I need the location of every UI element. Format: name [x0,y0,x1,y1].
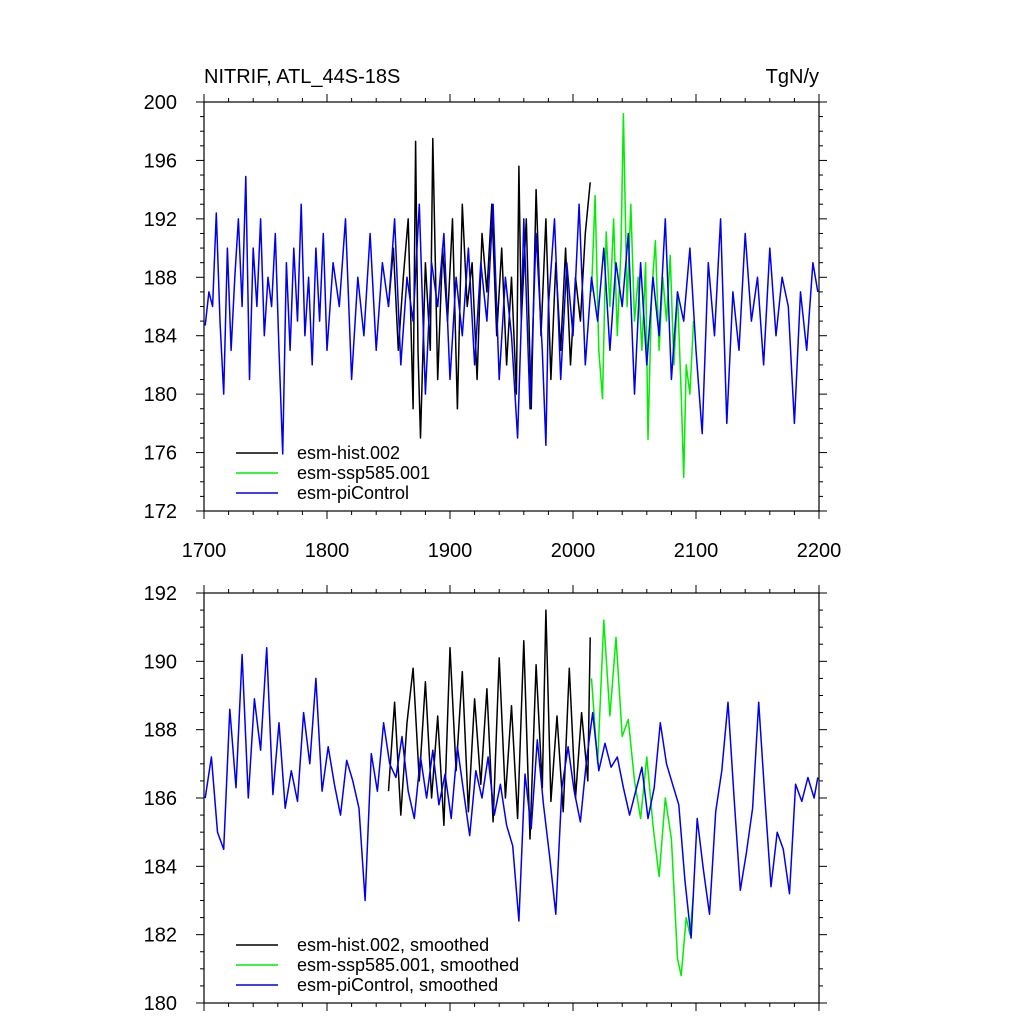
bottom-ytick-labels: 180 182 184 186 188 190 192 [144,583,177,1015]
y-tick-label: 192 [144,209,177,231]
legend-label: esm-piControl [297,483,409,503]
y-tick-label: 200 [144,92,177,114]
legend-label: esm-hist.002, smoothed [297,935,489,955]
top-xtick-labels: 1700 1800 1900 2000 2100 2200 [182,540,842,562]
y-tick-label: 190 [144,651,177,673]
y-tick-label: 180 [144,993,177,1015]
y-tick-label: 182 [144,925,177,947]
x-tick-label: 1800 [305,540,350,562]
y-tick-label: 188 [144,720,177,742]
y-tick-label: 184 [144,326,177,348]
y-tick-label: 186 [144,788,177,810]
x-tick-label: 2200 [797,540,842,562]
bottom-ticks-group [196,585,827,1011]
series-line-esm-picontrol-smoothed [204,646,819,939]
legend-label: esm-ssp585.001 [297,463,430,483]
x-tick-label: 2100 [674,540,719,562]
series-line-esm-picontrol [204,175,819,455]
y-tick-label: 172 [144,501,177,523]
legend-label: esm-piControl, smoothed [297,975,498,995]
chart-title: NITRIF, ATL_44S-18S [204,66,400,88]
series-line-esm-ssp585-001-smoothed [590,619,695,977]
series-line-esm-hist-002 [387,137,591,439]
x-tick-label: 1900 [428,540,473,562]
top-ytick-labels: 172 176 180 184 188 192 196 200 [144,92,177,523]
y-tick-label: 188 [144,267,177,289]
y-tick-label: 180 [144,384,177,406]
y-tick-label: 184 [144,856,177,878]
y-tick-label: 176 [144,443,177,465]
x-tick-label: 1700 [182,540,227,562]
bottom-series-group [204,609,819,977]
bottom-panel: 180 182 184 186 188 190 192 esm-hist.002, smoo… [144,583,827,1015]
legend-label: esm-hist.002 [297,443,400,463]
x-tick-label: 2000 [551,540,596,562]
y-tick-label: 196 [144,150,177,172]
series-line-esm-hist-002-smoothed [387,609,591,840]
top-series-group [204,112,819,479]
top-panel: 172 176 180 184 188 192 196 200 1700 1800 1900 200… [144,66,842,562]
y-tick-label: 192 [144,583,177,605]
chart-units: TgN/y [766,66,819,88]
legend-label: esm-ssp585.001, smoothed [297,955,519,975]
top-ticks-group [196,94,827,519]
